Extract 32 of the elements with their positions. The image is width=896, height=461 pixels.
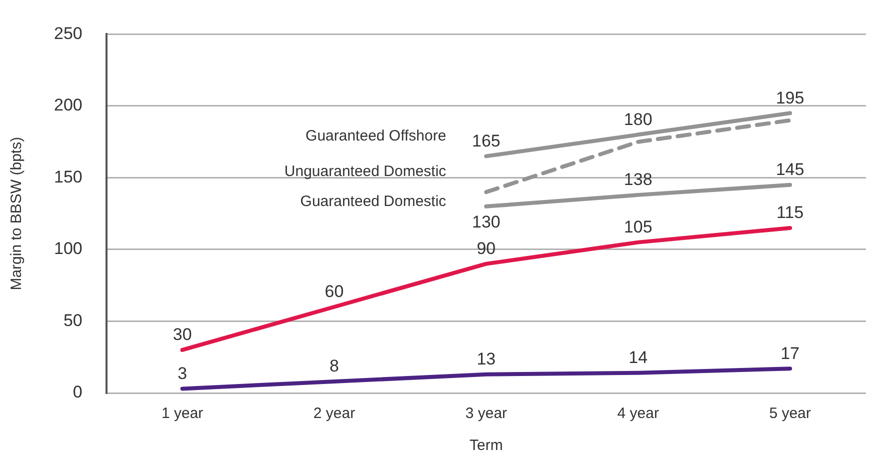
data-label: 115 <box>776 203 804 222</box>
y-tick-label: 150 <box>54 167 82 186</box>
text: Unguaranteed Domestic <box>284 163 447 180</box>
y-tick-label: 0 <box>72 382 82 402</box>
data-label: 17 <box>780 344 800 363</box>
data-label: 145 <box>776 160 804 180</box>
x-tick-label: 3 year <box>465 405 508 422</box>
data-label: 60 <box>324 282 344 302</box>
data-label: 3 <box>178 364 188 383</box>
x-axis-title: Term <box>470 437 503 454</box>
y-tick-label: 250 <box>54 24 82 43</box>
y-axis-title: Margin to BBSW (bpts) <box>8 136 26 290</box>
y-tick-label: 50 <box>63 310 82 330</box>
data-label: 90 <box>476 239 496 258</box>
x-tick-label: 2 year <box>313 405 356 422</box>
data-label: 180 <box>624 110 652 129</box>
text: Guaranteed Offshore <box>306 127 446 144</box>
data-label: 165 <box>472 131 500 150</box>
data-label: 30 <box>172 325 192 344</box>
y-tick-label: 100 <box>54 239 82 258</box>
data-label: 105 <box>624 217 652 236</box>
data-label: 138 <box>624 170 652 190</box>
data-label: 13 <box>476 350 496 369</box>
text: Guaranteed Domestic <box>300 193 447 210</box>
x-tick-label: 4 year <box>617 405 659 422</box>
data-label: 8 <box>330 356 339 376</box>
x-tick-label: 5 year <box>769 405 811 422</box>
data-label: 130 <box>472 212 500 232</box>
data-label: 195 <box>776 88 804 108</box>
y-tick-label: 200 <box>54 96 82 115</box>
data-label: 14 <box>628 348 648 368</box>
x-tick-label: 1 year <box>161 405 204 422</box>
